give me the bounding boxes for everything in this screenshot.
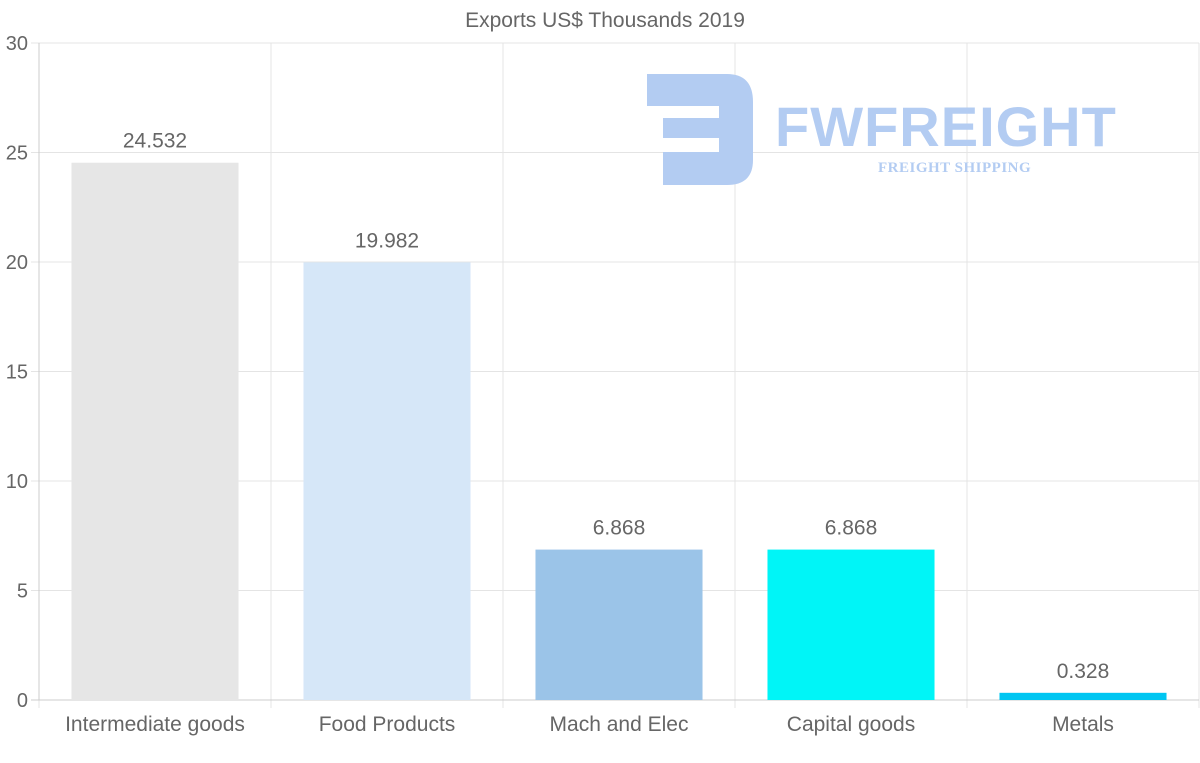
y-tick-label: 15 <box>6 362 28 384</box>
bar <box>303 262 471 700</box>
bar <box>767 549 935 700</box>
bar <box>999 692 1167 700</box>
data-labels: 24.532 19.982 6.868 6.868 0.328 <box>123 130 1109 683</box>
fwfreight-watermark: FWFREIGHT FREIGHT SHIPPING <box>645 72 1155 192</box>
watermark-name: FWFREIGHT <box>775 95 1117 158</box>
chart-title: Exports US$ Thousands 2019 <box>465 9 745 32</box>
x-axis: Intermediate goods Food Products Mach and … <box>31 699 1199 736</box>
data-label: 0.328 <box>1057 660 1110 683</box>
bar <box>535 549 703 700</box>
data-label: 24.532 <box>123 130 187 153</box>
data-label: 6.868 <box>825 517 878 540</box>
y-tick-label: 30 <box>6 33 28 55</box>
fwfreight-logo-icon <box>647 74 753 185</box>
y-tick-label: 0 <box>17 690 28 712</box>
grid-lines <box>31 42 1200 708</box>
y-axis: 0 5 10 15 20 25 30 <box>6 33 40 712</box>
data-label: 19.982 <box>355 229 419 252</box>
y-tick-label: 5 <box>17 581 28 603</box>
bars <box>71 162 1167 700</box>
x-tick-label: Capital goods <box>787 713 915 736</box>
y-tick-label: 20 <box>6 252 28 274</box>
data-label: 6.868 <box>593 517 646 540</box>
y-tick-label: 25 <box>6 143 28 165</box>
bar <box>71 162 239 700</box>
x-tick-label: Metals <box>1052 713 1114 736</box>
y-tick-label: 10 <box>6 471 28 493</box>
watermark-tagline: FREIGHT SHIPPING <box>878 160 1032 176</box>
x-tick-label: Food Products <box>319 713 456 736</box>
x-tick-label: Intermediate goods <box>65 713 245 736</box>
x-tick-label: Mach and Elec <box>550 713 689 736</box>
